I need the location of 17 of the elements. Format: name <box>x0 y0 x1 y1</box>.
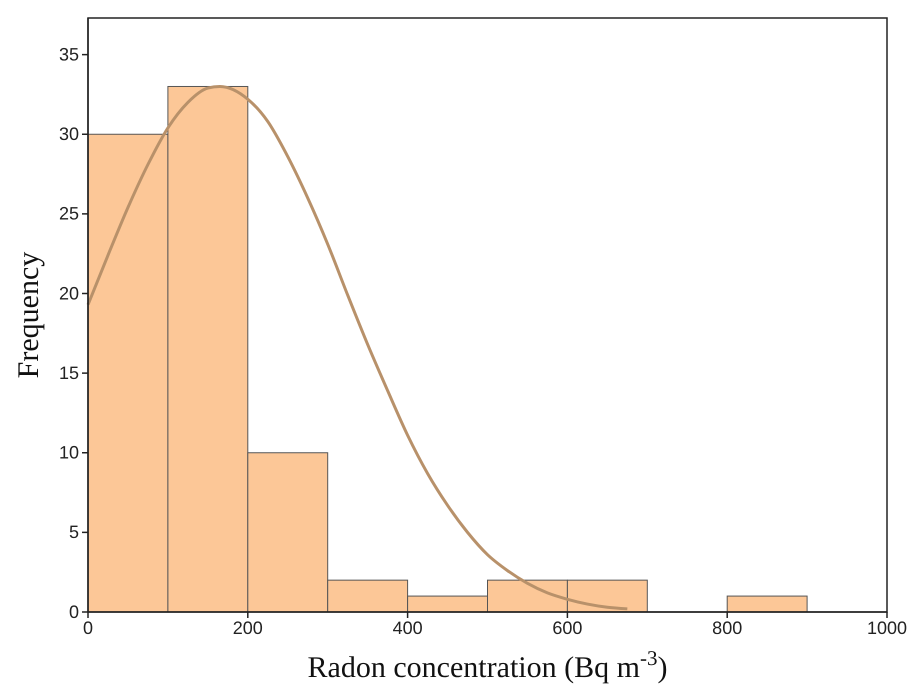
y-tick-label: 25 <box>58 204 79 224</box>
y-tick-label: 30 <box>58 124 79 144</box>
x-tick-label: 400 <box>392 618 423 638</box>
y-tick-label: 20 <box>58 283 79 304</box>
y-tick-label: 15 <box>58 362 79 383</box>
line-series <box>86 84 629 610</box>
x-axis-title: Radon concentration (Bq m$^{-3}$) <box>308 646 668 684</box>
x-tick-label: 600 <box>552 618 582 638</box>
y-tick-label: 0 <box>68 602 79 622</box>
y-axis-title: Frequency <box>12 252 45 378</box>
x-tick-label: 0 <box>82 618 94 638</box>
y-tick-label: 5 <box>68 522 79 542</box>
y-tick-label: 35 <box>58 44 79 64</box>
x-tick-label: 200 <box>232 618 263 638</box>
y-tick-label: 10 <box>58 442 79 463</box>
x-tick-label: 1000 <box>866 618 908 638</box>
x-tick-label: 800 <box>712 618 742 638</box>
